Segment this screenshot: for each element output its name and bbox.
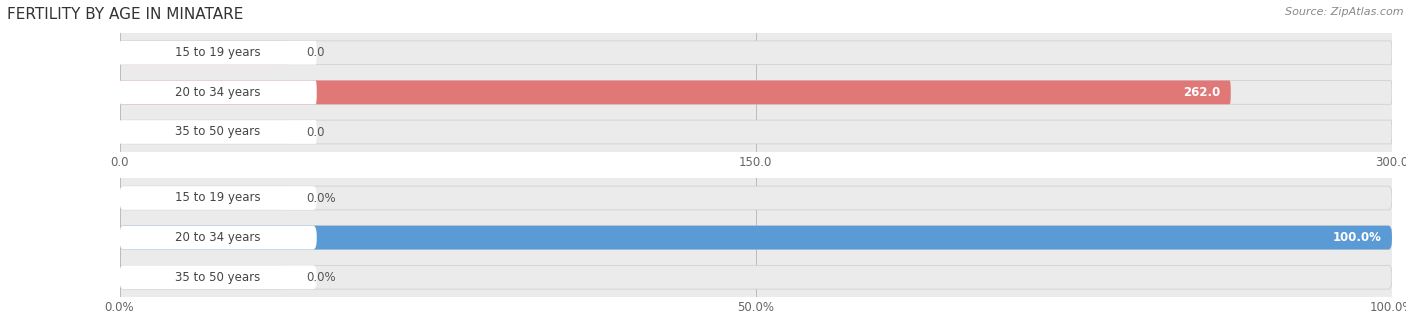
FancyBboxPatch shape	[120, 41, 287, 65]
Text: 0.0: 0.0	[307, 46, 325, 59]
FancyBboxPatch shape	[120, 41, 1392, 65]
FancyBboxPatch shape	[120, 186, 1392, 210]
Text: 35 to 50 years: 35 to 50 years	[176, 125, 260, 139]
FancyBboxPatch shape	[120, 265, 316, 289]
FancyBboxPatch shape	[120, 81, 1392, 104]
Text: 0.0%: 0.0%	[307, 271, 336, 284]
Text: 15 to 19 years: 15 to 19 years	[176, 191, 262, 205]
FancyBboxPatch shape	[120, 81, 316, 104]
Text: 262.0: 262.0	[1184, 86, 1220, 99]
FancyBboxPatch shape	[120, 120, 1392, 144]
Text: 20 to 34 years: 20 to 34 years	[176, 231, 262, 244]
Text: 100.0%: 100.0%	[1333, 231, 1382, 244]
Text: FERTILITY BY AGE IN MINATARE: FERTILITY BY AGE IN MINATARE	[7, 7, 243, 21]
FancyBboxPatch shape	[120, 226, 1392, 249]
Text: 35 to 50 years: 35 to 50 years	[176, 271, 260, 284]
FancyBboxPatch shape	[120, 265, 287, 289]
FancyBboxPatch shape	[120, 265, 1392, 289]
Text: 20 to 34 years: 20 to 34 years	[176, 86, 262, 99]
Text: 0.0%: 0.0%	[307, 191, 336, 205]
FancyBboxPatch shape	[120, 226, 316, 249]
FancyBboxPatch shape	[120, 186, 316, 210]
FancyBboxPatch shape	[120, 120, 316, 144]
FancyBboxPatch shape	[120, 120, 287, 144]
Text: Source: ZipAtlas.com: Source: ZipAtlas.com	[1285, 7, 1403, 16]
FancyBboxPatch shape	[120, 186, 287, 210]
FancyBboxPatch shape	[120, 226, 1392, 249]
FancyBboxPatch shape	[120, 81, 1230, 104]
Text: 0.0: 0.0	[307, 125, 325, 139]
FancyBboxPatch shape	[120, 41, 316, 65]
Text: 15 to 19 years: 15 to 19 years	[176, 46, 262, 59]
